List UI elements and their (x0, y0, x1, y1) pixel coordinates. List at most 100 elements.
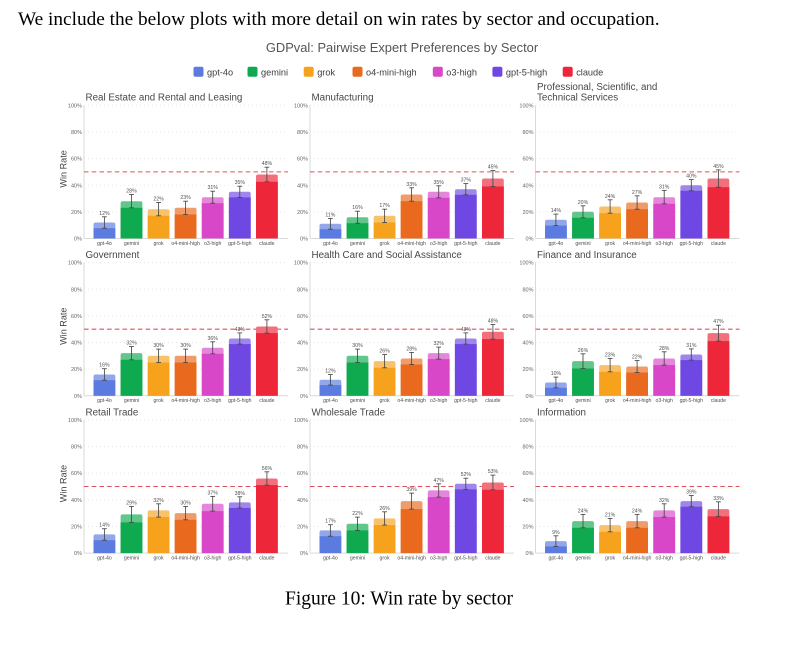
svg-text:gemini: gemini (261, 67, 288, 77)
svg-text:gpt-5-high: gpt-5-high (228, 398, 251, 404)
svg-text:gpt-4o: gpt-4o (549, 241, 564, 247)
svg-text:100%: 100% (519, 418, 533, 424)
svg-text:47%: 47% (434, 478, 445, 484)
svg-text:33%: 33% (406, 182, 417, 188)
svg-text:0%: 0% (526, 237, 534, 243)
svg-text:14%: 14% (99, 523, 110, 529)
svg-text:100%: 100% (68, 418, 82, 424)
svg-text:gpt-4o: gpt-4o (323, 241, 338, 247)
svg-text:o4-mini-high: o4-mini-high (623, 241, 652, 247)
svg-text:grok: grok (317, 67, 335, 77)
svg-text:o3-high: o3-high (204, 556, 221, 562)
svg-text:30%: 30% (180, 343, 191, 349)
svg-text:20%: 20% (522, 210, 533, 216)
svg-text:53%: 53% (488, 469, 499, 475)
svg-text:grok: grok (154, 241, 164, 247)
svg-text:claude: claude (576, 67, 603, 77)
svg-text:100%: 100% (519, 103, 533, 109)
svg-text:0%: 0% (74, 551, 82, 557)
svg-text:0%: 0% (526, 394, 534, 400)
svg-text:gemini: gemini (350, 556, 365, 562)
svg-text:grok: grok (605, 241, 615, 247)
svg-text:40%: 40% (522, 183, 533, 189)
svg-text:grok: grok (380, 556, 390, 562)
svg-text:17%: 17% (379, 203, 390, 209)
svg-text:gemini: gemini (575, 556, 590, 562)
svg-text:22%: 22% (153, 197, 164, 203)
svg-text:o4-mini-high: o4-mini-high (397, 241, 426, 247)
svg-text:We include the below plots wit: We include the below plots with more det… (18, 9, 660, 30)
svg-text:grok: grok (380, 241, 390, 247)
svg-text:80%: 80% (297, 130, 308, 136)
svg-text:grok: grok (380, 398, 390, 404)
svg-text:22%: 22% (352, 511, 363, 517)
svg-text:gpt-4o: gpt-4o (97, 556, 112, 562)
svg-text:20%: 20% (71, 210, 82, 216)
svg-text:gemini: gemini (575, 398, 590, 404)
svg-text:100%: 100% (294, 418, 308, 424)
svg-text:Figure 10: Win rate by sector: Figure 10: Win rate by sector (285, 589, 513, 610)
svg-text:o3-high: o3-high (656, 398, 673, 404)
svg-text:20%: 20% (522, 525, 533, 531)
svg-text:gpt-5-high: gpt-5-high (680, 241, 703, 247)
svg-text:o4-mini-high: o4-mini-high (171, 556, 200, 562)
svg-text:claude: claude (711, 556, 726, 562)
svg-text:gpt-4o: gpt-4o (323, 398, 338, 404)
svg-text:60%: 60% (71, 471, 82, 477)
svg-text:100%: 100% (519, 261, 533, 267)
svg-text:60%: 60% (522, 157, 533, 163)
svg-text:o3-high: o3-high (430, 241, 447, 247)
svg-text:16%: 16% (99, 363, 110, 369)
svg-text:14%: 14% (551, 208, 562, 214)
svg-text:gpt-5-high: gpt-5-high (680, 556, 703, 562)
svg-text:47%: 47% (713, 319, 724, 325)
svg-text:40%: 40% (522, 341, 533, 347)
svg-text:26%: 26% (379, 349, 390, 355)
svg-text:claude: claude (485, 241, 500, 247)
svg-text:40%: 40% (686, 174, 697, 180)
svg-text:40%: 40% (71, 498, 82, 504)
svg-text:10%: 10% (551, 371, 562, 377)
svg-text:29%: 29% (126, 500, 137, 506)
svg-text:Government: Government (86, 250, 140, 261)
svg-text:claude: claude (711, 398, 726, 404)
svg-text:40%: 40% (297, 341, 308, 347)
svg-text:31%: 31% (686, 343, 697, 349)
svg-text:21%: 21% (605, 512, 616, 518)
svg-text:gemini: gemini (350, 241, 365, 247)
svg-text:40%: 40% (71, 183, 82, 189)
svg-text:28%: 28% (406, 347, 417, 353)
svg-text:20%: 20% (522, 367, 533, 373)
svg-text:Win Rate: Win Rate (59, 465, 69, 502)
svg-text:Win Rate: Win Rate (59, 307, 69, 344)
svg-text:o4-mini-high: o4-mini-high (366, 67, 417, 77)
svg-text:gpt-4o: gpt-4o (549, 398, 564, 404)
svg-text:39%: 39% (406, 487, 417, 493)
svg-text:30%: 30% (180, 500, 191, 506)
svg-text:22%: 22% (632, 355, 643, 361)
svg-text:0%: 0% (526, 551, 534, 557)
svg-text:o3-high: o3-high (430, 398, 447, 404)
svg-text:0%: 0% (300, 237, 308, 243)
svg-text:o4-mini-high: o4-mini-high (397, 556, 426, 562)
svg-text:gpt-5-high: gpt-5-high (228, 556, 251, 562)
svg-text:20%: 20% (297, 525, 308, 531)
svg-text:grok: grok (605, 398, 615, 404)
svg-text:24%: 24% (605, 194, 616, 200)
svg-text:Health Care and Social Assista: Health Care and Social Assistance (312, 250, 463, 261)
svg-text:80%: 80% (71, 287, 82, 293)
svg-text:39%: 39% (686, 490, 697, 496)
svg-text:o3-high: o3-high (204, 241, 221, 247)
svg-text:o3-high: o3-high (430, 556, 447, 562)
svg-text:32%: 32% (659, 498, 670, 504)
svg-text:gpt-5-high: gpt-5-high (454, 241, 477, 247)
svg-text:80%: 80% (297, 287, 308, 293)
svg-text:gemini: gemini (124, 241, 139, 247)
svg-text:28%: 28% (659, 346, 670, 352)
svg-text:32%: 32% (434, 341, 445, 347)
svg-text:gpt-4o: gpt-4o (207, 67, 233, 77)
svg-text:20%: 20% (71, 525, 82, 531)
svg-text:43%: 43% (461, 327, 472, 333)
svg-text:24%: 24% (632, 508, 643, 514)
svg-text:80%: 80% (522, 445, 533, 451)
